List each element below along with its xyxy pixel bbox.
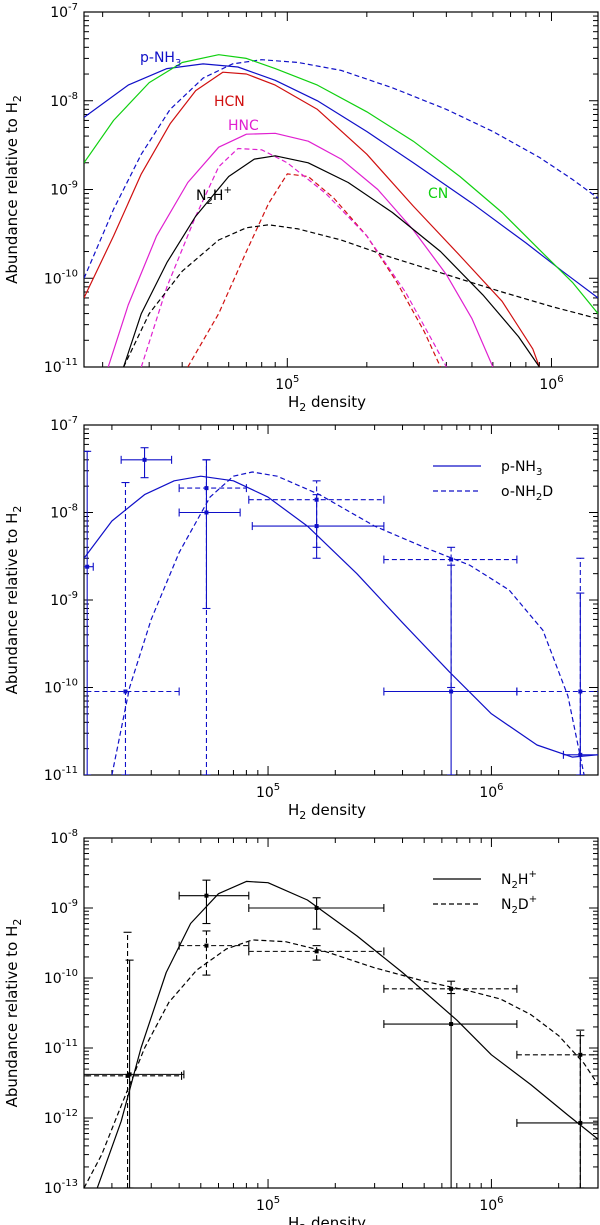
series-line-o-nh2d-model (111, 471, 585, 775)
error-bar (383, 980, 518, 995)
x-tick-label: 106 (479, 782, 503, 801)
legend-label: N2D+ (501, 894, 537, 916)
data-point (204, 893, 209, 898)
chart-panel-top: 105 106 10-11 10-10 10-9 10-8 10-7 H2 density Ab… (3, 2, 599, 414)
series-line-n2h-model (96, 880, 598, 1188)
error-bar (383, 564, 518, 775)
legend-label: N2H+ (501, 869, 537, 891)
error-bar (248, 480, 385, 548)
data-point (314, 497, 319, 502)
series-line-n2d-model (84, 939, 598, 1188)
error-bar (84, 931, 183, 1188)
y-tick-label: 10-11 (44, 357, 78, 376)
y-tick-label: 10-10 (44, 678, 78, 697)
chart-panel-middle: 105 106 10-11 10-10 10-9 10-8 10-7 H2 density Ab… (3, 415, 599, 822)
error-bar (178, 930, 250, 976)
y-tick-label: 10-7 (50, 415, 78, 434)
error-bar (248, 945, 385, 961)
y-tick-label: 10-8 (50, 828, 78, 847)
data-point (204, 943, 209, 948)
error-bar (516, 1029, 598, 1188)
plot-area (84, 447, 598, 775)
series-line-n2h- (123, 155, 540, 367)
y-tick-label: 10-9 (50, 180, 78, 199)
series-line-o-nh2d (84, 59, 598, 279)
error-bar (178, 879, 250, 925)
error-bar (178, 459, 241, 610)
y-tick-label: 10-10 (44, 968, 78, 987)
chart-panel-bottom: 105 106 10-13 10-12 10-11 10-10 10-9 10-8 H2 den… (3, 828, 599, 1225)
data-point (204, 486, 209, 491)
series-line-dnc (140, 147, 447, 367)
data-point (314, 524, 319, 529)
y-tick-label: 10-12 (44, 1108, 78, 1127)
y-axis-label: Abundance relative to H2 (3, 506, 24, 695)
plot-area (84, 54, 598, 367)
x-tick-label: 105 (256, 782, 280, 801)
x-tick-label: 105 (256, 1195, 280, 1214)
series-line-hcn (84, 71, 540, 367)
y-tick-label: 10-8 (50, 503, 78, 522)
legend-label: o-NH2D (501, 484, 553, 503)
y-tick-label: 10-13 (44, 1178, 78, 1197)
x-axis-label: H2 density (288, 801, 366, 822)
data-point (125, 1073, 130, 1078)
y-tick-label: 10-11 (44, 1038, 78, 1057)
x-tick-label: 105 (275, 374, 299, 393)
data-point (449, 1022, 454, 1027)
data-point (578, 1052, 583, 1057)
y-axis-label: Abundance relative to H2 (3, 95, 24, 284)
curve-label-hcn: HCN (214, 94, 245, 110)
series-line-cn (84, 54, 598, 314)
error-bar (383, 988, 518, 1188)
y-tick-label: 10-7 (50, 2, 78, 21)
data-point (314, 949, 319, 954)
series-line-hnc (107, 132, 494, 367)
data-point (204, 510, 209, 515)
curve-label-cn: CN (428, 186, 448, 202)
data-point (578, 689, 583, 694)
x-tick-label: 106 (479, 1195, 503, 1214)
error-bar (516, 557, 598, 775)
curve-label-n2h: N2H+ (196, 185, 232, 207)
series-line-dcn (187, 173, 442, 367)
y-tick-label: 10-9 (50, 898, 78, 917)
error-bar (120, 447, 173, 479)
y-tick-label: 10-8 (50, 91, 78, 110)
error-bar (84, 450, 94, 775)
data-point (123, 689, 128, 694)
error-bar (516, 1035, 598, 1188)
data-point (449, 689, 454, 694)
y-tick-label: 10-9 (50, 590, 78, 609)
series-line-p-nh3 (84, 63, 598, 299)
x-axis-label: H2 density (288, 1214, 366, 1225)
data-point (314, 906, 319, 910)
error-bar (383, 546, 518, 689)
error-bar (84, 481, 180, 775)
series-line-n2d- (123, 224, 598, 367)
y-tick-label: 10-10 (44, 268, 78, 287)
x-axis-label: H2 density (288, 393, 366, 414)
data-point (85, 564, 90, 569)
curve-label-hnc: HNC (228, 118, 259, 134)
y-tick-label: 10-11 (44, 765, 78, 784)
error-bar (562, 592, 598, 775)
plot-frame (83, 424, 599, 776)
data-point (127, 1072, 132, 1077)
y-axis-label: Abundance relative to H2 (3, 919, 24, 1108)
data-point (449, 557, 454, 562)
data-point (449, 986, 454, 991)
error-bar (178, 459, 247, 775)
data-point (142, 457, 147, 462)
plot-area (84, 879, 598, 1188)
plot-frame (83, 837, 599, 1189)
error-bar (248, 897, 385, 930)
series-line-p-nh3-model (84, 475, 598, 758)
error-bar (251, 494, 385, 559)
curve-label-nh3: p-NH3 (140, 50, 181, 69)
legend-label: p-NH3 (501, 459, 542, 478)
x-tick-label: 106 (539, 374, 563, 393)
